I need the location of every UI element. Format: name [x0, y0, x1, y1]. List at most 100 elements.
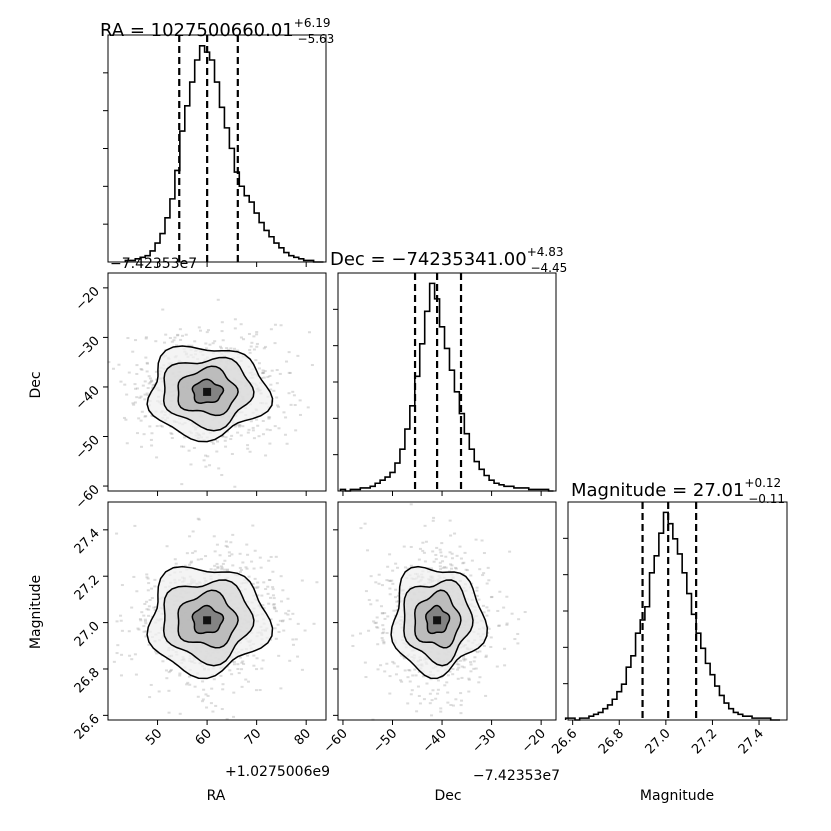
scatter-point: [146, 394, 150, 397]
scatter-point: [136, 627, 140, 630]
panel-frame: [567, 501, 788, 721]
scatter-point: [457, 663, 461, 666]
scatter-point: [455, 660, 459, 663]
scatter-point: [411, 674, 415, 677]
scatter-point: [213, 568, 217, 571]
scatter-point: [380, 612, 384, 615]
scatter-point: [379, 664, 383, 667]
scatter-point: [125, 393, 129, 396]
scatter-point: [403, 669, 407, 672]
scatter-point: [126, 337, 130, 340]
scatter-point: [267, 579, 271, 582]
scatter-point: [385, 662, 389, 665]
scatter-point: [279, 687, 283, 690]
scatter-point: [240, 661, 244, 664]
ylabel-dec: Dec: [28, 371, 44, 398]
scatter-point: [387, 579, 391, 582]
scatter-point: [161, 308, 165, 311]
scatter-point: [132, 575, 136, 578]
scatter-point: [269, 383, 273, 386]
scatter-point: [242, 338, 246, 341]
scatter-point: [296, 622, 300, 625]
scatter-point: [505, 623, 509, 626]
scatter-point: [450, 567, 454, 570]
scatter-point: [503, 664, 507, 667]
scatter-point: [214, 704, 218, 707]
scatter-point: [293, 404, 297, 407]
scatter-point: [217, 467, 221, 470]
scatter-point: [187, 449, 191, 452]
offset-ra-x: +1.0275006e9: [225, 764, 330, 780]
title-ra: RA = 1027500660.01+6.19 −5.63: [100, 16, 334, 46]
scatter-point: [175, 344, 179, 347]
scatter-point: [474, 649, 478, 652]
scatter-point: [281, 619, 285, 622]
scatter-point: [144, 415, 148, 418]
scatter-point: [268, 416, 272, 419]
scatter-point: [298, 399, 302, 402]
scatter-point: [467, 690, 471, 693]
scatter-point: [462, 657, 466, 660]
scatter-point: [286, 597, 290, 600]
x-tick-label: 27.2: [689, 726, 720, 757]
scatter-point: [252, 335, 256, 338]
scatter-point: [277, 630, 281, 633]
scatter-point: [461, 562, 465, 565]
scatter-point: [407, 669, 411, 672]
scatter-point: [421, 675, 425, 678]
scatter-point: [258, 556, 262, 559]
scatter-point: [178, 674, 182, 677]
scatter-point: [281, 620, 285, 623]
scatter-point: [436, 692, 440, 695]
scatter-point: [131, 402, 135, 405]
scatter-point: [255, 345, 259, 348]
scatter-point: [259, 566, 263, 569]
scatter-point: [148, 425, 152, 428]
panel-frame: [337, 501, 557, 721]
scatter-point: [255, 586, 259, 589]
scatter-point: [155, 425, 159, 428]
scatter-point: [233, 485, 237, 488]
scatter-point: [400, 680, 404, 683]
scatter-point: [391, 569, 395, 572]
scatter-point: [256, 585, 260, 588]
scatter-point: [115, 620, 119, 623]
scatter-point: [197, 518, 201, 521]
scatter-point: [212, 678, 216, 681]
scatter-point: [451, 704, 455, 707]
scatter-point: [260, 667, 264, 670]
offset-dec-hist-top: −7.42353e7: [110, 256, 197, 272]
scatter-point: [169, 668, 173, 671]
scatter-point: [278, 619, 282, 622]
scatter-point: [218, 345, 222, 348]
scatter-point: [266, 375, 270, 378]
scatter-point: [209, 702, 213, 705]
scatter-point: [253, 586, 257, 589]
scatter-point: [149, 438, 153, 441]
scatter-point: [448, 551, 452, 554]
scatter-point: [180, 483, 184, 486]
scatter-point: [287, 371, 291, 374]
scatter-point: [443, 684, 447, 687]
scatter-point: [256, 581, 260, 584]
scatter-point: [440, 554, 444, 557]
scatter-point: [120, 653, 124, 656]
scatter-point: [204, 555, 208, 558]
scatter-point: [386, 615, 390, 618]
scatter-point: [143, 618, 147, 621]
scatter-point: [489, 636, 493, 639]
scatter-point: [381, 624, 385, 627]
scatter-point: [382, 641, 386, 644]
scatter-point: [288, 618, 292, 621]
scatter-point: [478, 650, 482, 653]
scatter-point: [238, 570, 242, 573]
scatter-point: [281, 589, 285, 592]
scatter-point: [168, 336, 172, 339]
scatter-point: [239, 323, 243, 326]
scatter-point: [142, 433, 146, 436]
scatter-point: [206, 455, 210, 458]
scatter-point: [196, 517, 200, 520]
scatter-point: [111, 367, 115, 370]
scatter-point: [373, 622, 377, 625]
scatter-point: [145, 600, 149, 603]
